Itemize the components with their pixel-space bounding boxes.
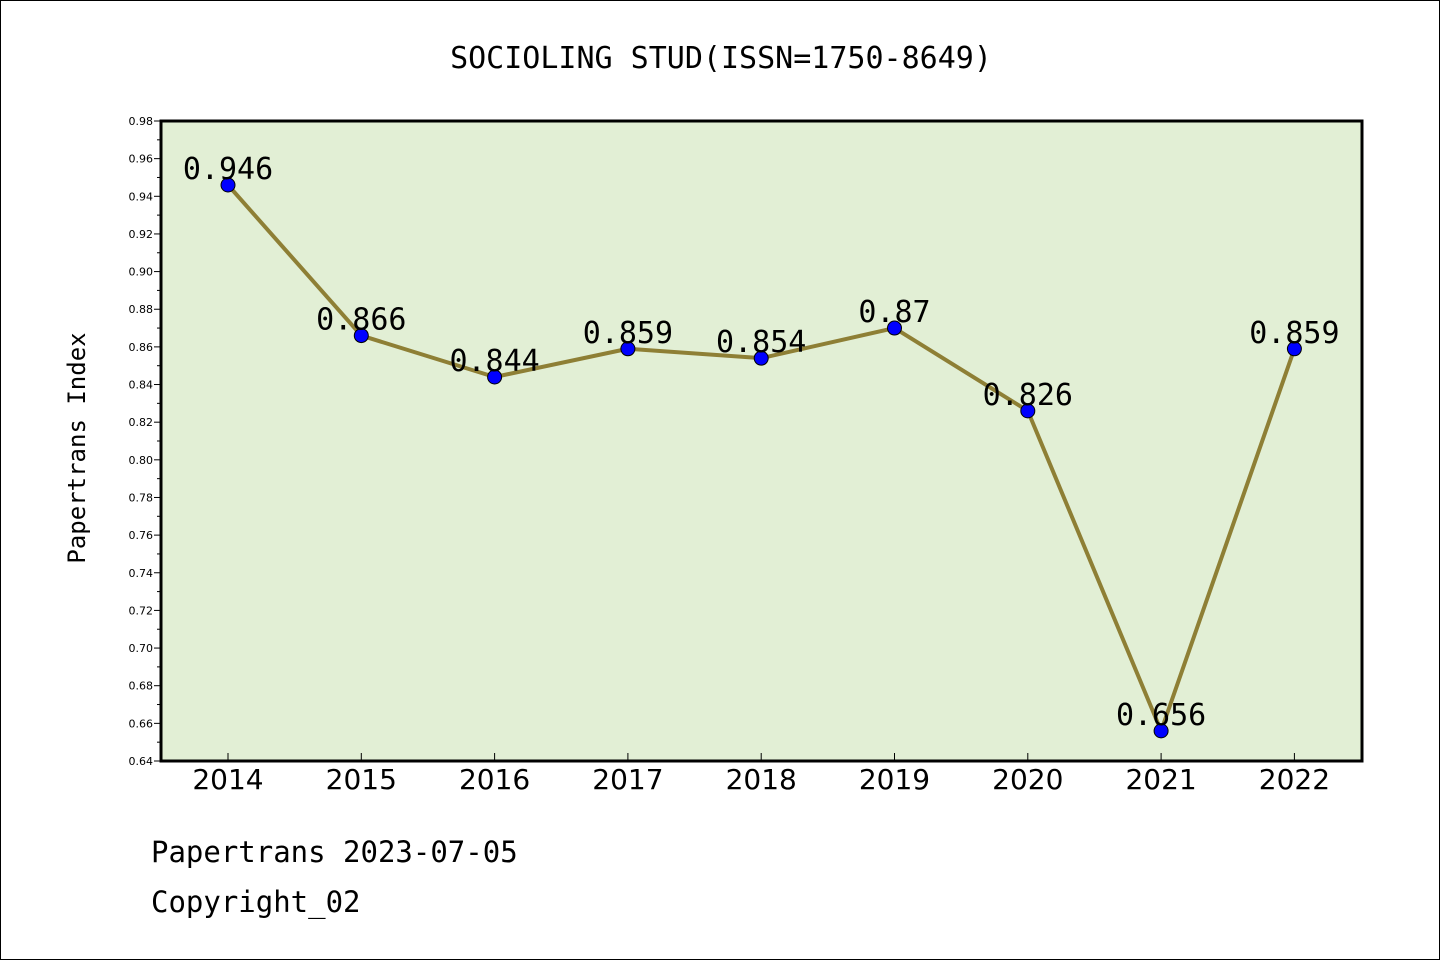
x-axis-ticks: 2014 2015 2016 2017 2018 2019 2020 2021 2022 xyxy=(192,753,1330,796)
y-tick-label: 0.66 xyxy=(129,717,154,730)
data-point xyxy=(753,350,769,366)
data-point xyxy=(1153,723,1169,739)
data-point xyxy=(887,320,902,336)
y-tick-label: 0.98 xyxy=(129,115,154,128)
footer-copyright: Copyright_02 xyxy=(151,885,361,919)
data-label: 0.946 xyxy=(183,152,273,187)
data-label: 0.854 xyxy=(716,325,806,360)
data-point xyxy=(353,328,369,344)
y-tick-label: 0.64 xyxy=(129,755,154,768)
y-tick-label: 0.70 xyxy=(129,642,154,655)
chart-title: SOCIOLING STUD(ISSN=1750-8649) xyxy=(450,41,992,76)
data-label: 0.859 xyxy=(1249,316,1339,351)
data-label: 0.656 xyxy=(1116,698,1206,733)
y-tick-label: 0.96 xyxy=(129,153,154,166)
y-tick-label: 0.92 xyxy=(129,228,154,241)
data-label: 0.859 xyxy=(583,316,673,351)
data-label: 0.826 xyxy=(983,378,1073,413)
series-layer: 0.946 0.866 0.844 0.859 0.854 0.87 0.826 0.656 0… xyxy=(183,152,1340,739)
x-tick-label: 2019 xyxy=(859,763,930,796)
x-tick-label: 2016 xyxy=(459,763,530,796)
data-label: 0.87 xyxy=(858,295,930,330)
y-tick-label: 0.84 xyxy=(129,379,154,392)
data-label: 0.844 xyxy=(449,344,539,379)
x-tick-label: 2015 xyxy=(326,763,397,796)
y-tick-label: 0.86 xyxy=(129,341,154,354)
y-tick-label: 0.90 xyxy=(129,266,154,279)
data-point xyxy=(1286,341,1302,357)
y-tick-label: 0.78 xyxy=(129,491,154,504)
x-tick-label: 2018 xyxy=(726,763,797,796)
x-tick-label: 2020 xyxy=(992,763,1063,796)
x-tick-label: 2022 xyxy=(1259,763,1330,796)
plot-area xyxy=(159,119,1364,763)
data-point xyxy=(620,341,636,357)
x-tick-label: 2017 xyxy=(592,763,663,796)
y-tick-label: 0.68 xyxy=(129,680,154,693)
data-point xyxy=(1020,403,1036,419)
y-tick-label: 0.82 xyxy=(129,416,154,429)
y-tick-label: 0.94 xyxy=(129,190,154,203)
data-point xyxy=(487,369,503,385)
y-axis-label: Papertrans Index xyxy=(63,332,91,563)
y-tick-label: 0.88 xyxy=(129,303,154,316)
data-label: 0.866 xyxy=(316,303,406,338)
x-tick-label: 2021 xyxy=(1125,763,1196,796)
y-axis-ticks: 0.64 0.66 0.68 0.70 0.72 0.74 0.76 0.78 0.80 0.82… xyxy=(129,115,161,768)
y-tick-label: 0.80 xyxy=(129,454,154,467)
y-tick-label: 0.72 xyxy=(129,604,154,617)
data-point xyxy=(220,177,236,193)
x-tick-label: 2014 xyxy=(192,763,263,796)
footer-date: Papertrans 2023-07-05 xyxy=(151,835,518,869)
y-tick-label: 0.76 xyxy=(129,529,154,542)
y-tick-label: 0.74 xyxy=(129,567,154,580)
